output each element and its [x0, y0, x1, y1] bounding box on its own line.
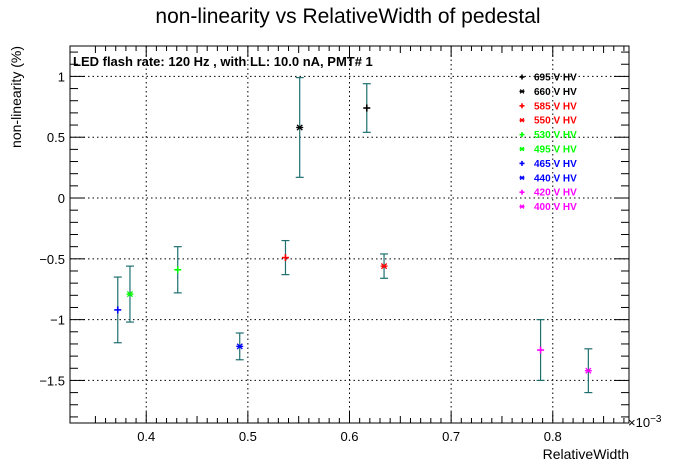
legend-label: 550 V HV: [534, 116, 577, 127]
legend-label: 465 V HV: [534, 159, 577, 170]
x-exponent-label: ×10−3: [628, 414, 662, 430]
x-axis: 0.4 0.5 0.6 0.7 0.8: [94, 46, 625, 444]
x-tick-label: 0.8: [544, 429, 562, 444]
marker-stroke: [519, 146, 525, 152]
y-tick-label: 0: [58, 191, 65, 206]
x-tick-label: 0.6: [340, 429, 358, 444]
legend-label: 495 V HV: [534, 145, 577, 156]
chart-title: non-linearity vs RelativeWidth of pedest…: [155, 5, 540, 28]
x-tick-label: 0.5: [239, 429, 257, 444]
marker-stroke: [519, 175, 525, 181]
x-exponent-base: ×10: [628, 415, 650, 430]
y-tick-label: −0.5: [39, 252, 65, 267]
marker-stroke: [519, 204, 525, 209]
legend-label: 400 V HV: [534, 202, 577, 213]
legend-entry: 585 V HV: [519, 101, 577, 112]
data-point: [380, 253, 389, 279]
legend-entry: 695 V HV: [519, 73, 577, 84]
legend-entry: 495 V HV: [519, 145, 577, 156]
chart-annotation: LED flash rate: 120 Hz , with LL: 10.0 n…: [73, 54, 373, 69]
data-point: [235, 332, 244, 361]
legend-entry: 660 V HV: [519, 87, 577, 98]
x-axis-label: RelativeWidth: [543, 446, 629, 462]
legend-label: 440 V HV: [534, 173, 577, 184]
marker-stroke: [380, 263, 388, 270]
marker-stroke: [585, 367, 592, 374]
marker-stroke: [296, 124, 303, 131]
marker-stroke: [126, 291, 134, 298]
data-point: [362, 83, 371, 133]
y-tick-label: 0.5: [47, 130, 65, 145]
data-point: [125, 265, 134, 323]
data-point: [113, 276, 122, 344]
marker-stroke: [519, 89, 525, 94]
y-tick-label: −1: [50, 313, 65, 328]
legend-entry: 550 V HV: [519, 116, 577, 127]
legend-entry: 400 V HV: [519, 202, 577, 213]
legend-entry: 530 V HV: [519, 130, 577, 141]
legend-entry: 440 V HV: [519, 173, 577, 184]
x-exponent-power: −3: [650, 414, 662, 425]
marker-stroke: [236, 343, 243, 350]
legend-label: 660 V HV: [534, 87, 577, 98]
legend-label: 585 V HV: [534, 101, 577, 112]
y-axis-label: non-linearity (%): [8, 46, 24, 148]
legend-label: 420 V HV: [534, 188, 577, 199]
legend: 695 V HV 660 V HV 585 V HV 550 V HV 530 V HV…: [519, 73, 577, 213]
y-axis: −1.5 −1 −0.5 0 0.5 1: [39, 51, 629, 418]
x-tick-label: 0.4: [137, 429, 155, 444]
legend-label: 530 V HV: [534, 130, 577, 141]
marker-stroke: [519, 117, 525, 123]
data-point: [173, 246, 182, 294]
y-tick-label: −1.5: [39, 373, 65, 388]
data-point: [281, 239, 290, 276]
data-point: [295, 77, 304, 178]
legend-label: 695 V HV: [534, 73, 577, 84]
legend-entry: 420 V HV: [519, 188, 577, 199]
legend-entry: 465 V HV: [519, 159, 577, 170]
y-tick-label: 1: [58, 69, 65, 84]
grid: [70, 46, 629, 423]
data-points: [113, 77, 593, 394]
data-point: [584, 348, 593, 394]
data-point: [536, 319, 545, 382]
x-tick-label: 0.7: [442, 429, 460, 444]
